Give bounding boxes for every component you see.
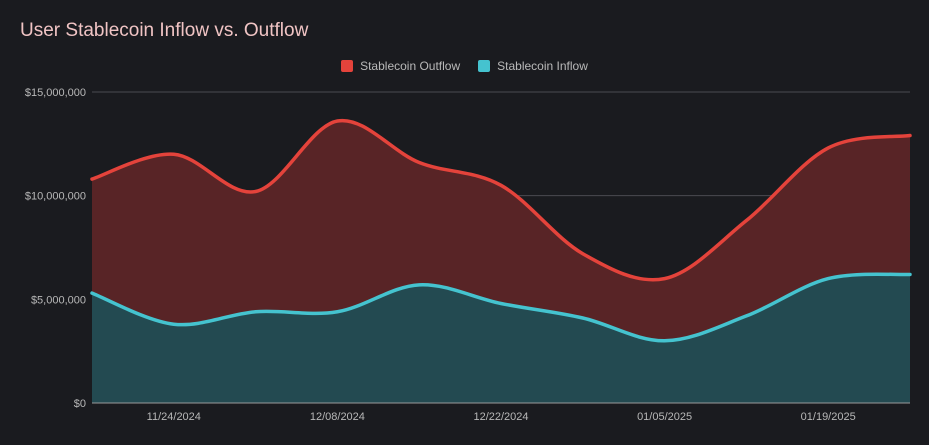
y-tick-label-0: $0	[74, 398, 86, 410]
x-tick-label-1: 12/08/2024	[310, 411, 365, 423]
line-stablecoin-inflow	[90, 272, 912, 343]
point-stablecoin-outflow-7	[663, 277, 667, 281]
point-stablecoin-inflow-7	[663, 339, 667, 343]
point-stablecoin-outflow-9	[826, 146, 830, 150]
point-stablecoin-outflow-8	[744, 219, 748, 223]
legend-swatch-inflow	[478, 60, 491, 72]
point-stablecoin-inflow-6	[581, 316, 585, 320]
x-tick-label-4: 01/19/2025	[801, 411, 856, 423]
legend-swatch-outflow	[341, 60, 354, 72]
x-tick-label-0: 11/24/2024	[147, 411, 201, 423]
y-tick-label-3: $15,000,000	[25, 87, 86, 99]
legend-item-outflow[interactable]: Stablecoin Outflow	[341, 59, 460, 73]
legend-item-inflow[interactable]: Stablecoin Inflow	[478, 59, 588, 73]
chart-title: User Stablecoin Inflow vs. Outflow	[20, 20, 309, 41]
x-tick-label-2: 12/22/2024	[473, 411, 528, 423]
point-stablecoin-inflow-9	[826, 277, 830, 281]
point-stablecoin-outflow-1	[172, 152, 176, 156]
point-stablecoin-outflow-6	[581, 252, 585, 256]
point-stablecoin-inflow-1	[172, 322, 176, 326]
y-tick-label-2: $10,000,000	[25, 191, 86, 203]
point-stablecoin-outflow-10	[908, 134, 912, 138]
point-stablecoin-inflow-10	[908, 272, 912, 276]
point-stablecoin-inflow-5	[499, 301, 503, 305]
legend-label-outflow: Stablecoin Outflow	[360, 59, 461, 73]
point-stablecoin-outflow-2	[254, 190, 258, 194]
point-stablecoin-inflow-0	[90, 291, 94, 295]
point-stablecoin-outflow-4	[417, 160, 421, 164]
legend: Stablecoin Outflow Stablecoin Inflow	[0, 59, 929, 73]
point-stablecoin-outflow-0	[90, 177, 94, 181]
x-tick-label-3: 01/05/2025	[637, 411, 692, 423]
legend-label-inflow: Stablecoin Inflow	[497, 59, 588, 73]
point-stablecoin-inflow-4	[417, 283, 421, 287]
line-stablecoin-outflow	[90, 118, 912, 282]
point-stablecoin-inflow-2	[254, 310, 258, 314]
y-tick-label-1: $5,000,000	[31, 294, 86, 306]
point-stablecoin-outflow-5	[499, 183, 503, 187]
area-stablecoin-inflow	[92, 274, 910, 403]
point-stablecoin-outflow-3	[335, 119, 339, 123]
point-stablecoin-inflow-8	[744, 314, 748, 318]
point-stablecoin-inflow-3	[335, 310, 339, 314]
